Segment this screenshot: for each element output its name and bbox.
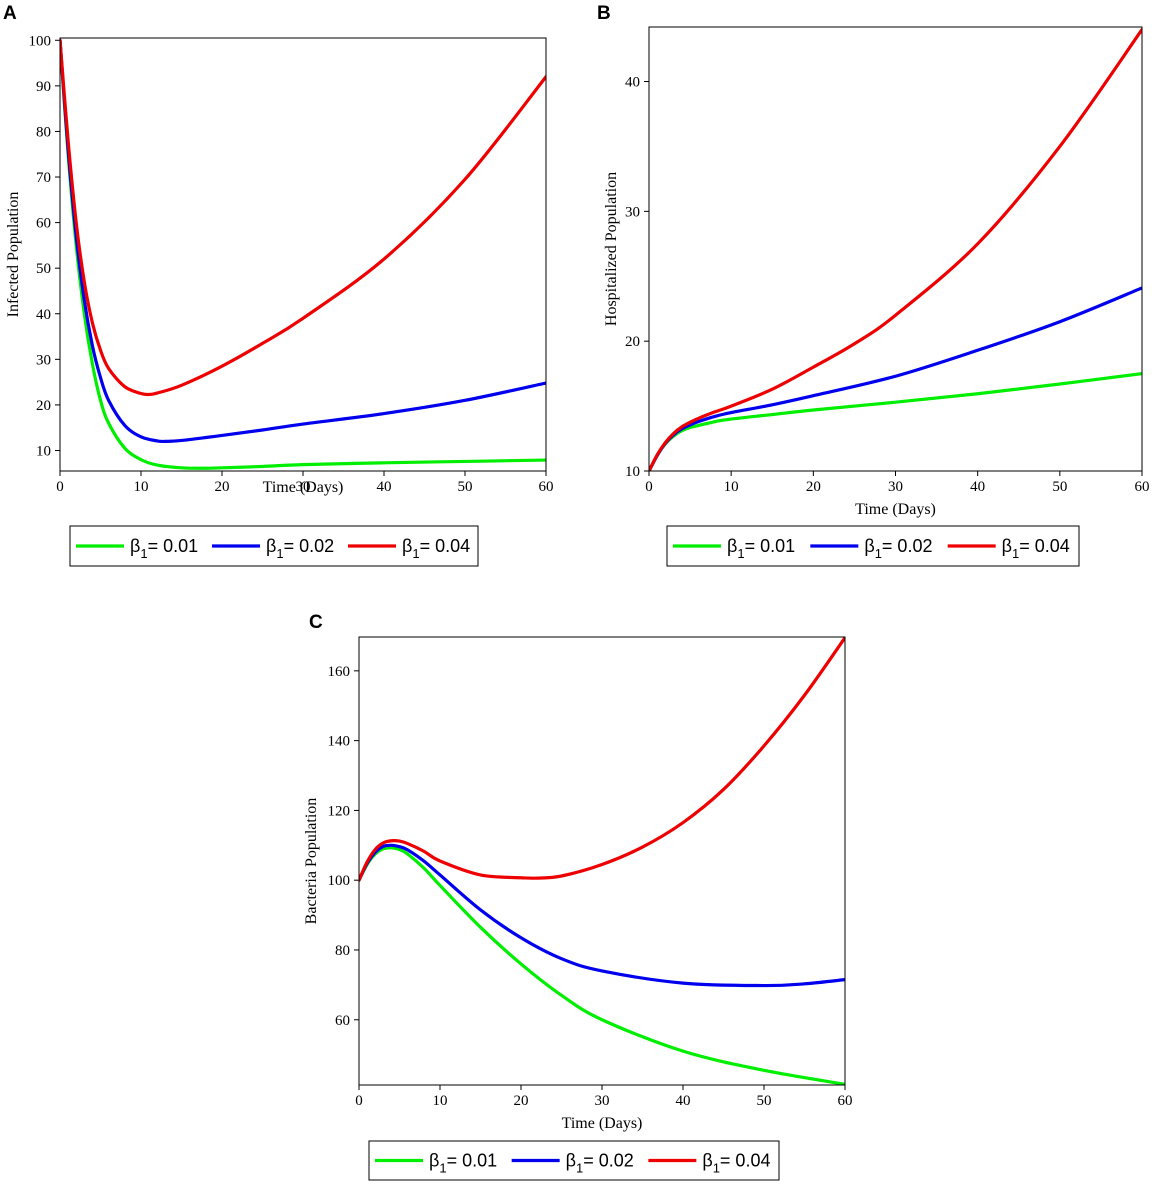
series-line-2 (60, 38, 546, 444)
y-tick-label: 30 (36, 352, 51, 368)
panel-a: A 0 10 20 30 40 50 60 10 20 30 40 50 60 70 80 90 100 Time … (3, 3, 554, 567)
panel-b: B 0 10 20 30 40 50 60 10 20 30 40 Time (Days) Hospita… (597, 3, 1150, 567)
x-axis-title: Time (Days) (263, 479, 344, 496)
x-axis-title: Time (Days) (855, 501, 936, 518)
x-axis-title: Time (Days) (562, 1115, 643, 1132)
y-tick-label: 70 (36, 170, 51, 186)
series-line-3 (359, 637, 845, 882)
x-tick-label: 50 (757, 1093, 772, 1109)
legend-label-2: β1= 0.02 (266, 536, 334, 561)
series-line-1 (649, 372, 1142, 471)
y-tick-label: 40 (625, 75, 640, 91)
y-tick-label: 100 (29, 33, 52, 49)
plot-frame (59, 37, 547, 472)
panel-letter: A (3, 3, 17, 24)
legend-label-3: β1= 0.04 (1002, 536, 1070, 561)
x-tick-label: 30 (888, 479, 903, 495)
panel-letter: B (597, 3, 611, 24)
series-line-2 (359, 843, 845, 988)
panel-letter: C (309, 612, 323, 633)
legend-label-2: β1= 0.02 (864, 536, 932, 561)
y-tick-label: 50 (36, 261, 51, 277)
series-line-1 (60, 38, 546, 470)
x-tick-label: 20 (514, 1093, 529, 1109)
x-tick-label: 40 (377, 479, 392, 495)
y-tick-label: 30 (625, 204, 640, 220)
y-axis-title: Infected Population (5, 192, 22, 318)
x-tick-label: 20 (215, 479, 230, 495)
y-tick-label: 80 (36, 124, 51, 140)
x-tick-label: 50 (1052, 479, 1067, 495)
plot-frame (358, 636, 846, 1086)
x-tick-label: 10 (724, 479, 739, 495)
series-line-3 (649, 28, 1142, 471)
legend-box (368, 1140, 780, 1181)
x-tick-label: 0 (56, 479, 64, 495)
x-tick-label: 10 (433, 1093, 448, 1109)
x-tick-label: 40 (676, 1093, 691, 1109)
legend-label-3: β1= 0.04 (702, 1151, 770, 1176)
x-tick-label: 10 (134, 479, 149, 495)
y-tick-label: 40 (36, 307, 51, 323)
x-tick-label: 40 (970, 479, 985, 495)
y-axis-title: Bacteria Population (303, 798, 320, 925)
y-axis-title: Hospitalized Population (603, 172, 620, 326)
x-tick-label: 0 (645, 479, 653, 495)
legend-label-1: β1= 0.01 (429, 1151, 497, 1176)
legend-label-2: β1= 0.02 (566, 1151, 634, 1176)
legend-box (69, 525, 479, 567)
y-tick-label: 160 (328, 664, 351, 680)
x-tick-label: 50 (458, 479, 473, 495)
y-tick-label: 20 (625, 334, 640, 350)
y-tick-label: 10 (625, 464, 640, 480)
legend-label-1: β1= 0.01 (727, 536, 795, 561)
x-tick-label: 60 (1135, 479, 1150, 495)
panel-c: C 0 10 20 30 40 50 60 60 80 100 120 140 160 Time (Days… (303, 612, 853, 1181)
legend-label-3: β1= 0.04 (402, 536, 470, 561)
y-tick-label: 60 (335, 1013, 350, 1029)
series-line-1 (359, 846, 845, 1085)
y-tick-label: 90 (36, 79, 51, 95)
x-tick-label: 20 (806, 479, 821, 495)
y-tick-label: 60 (36, 216, 51, 232)
y-tick-label: 100 (328, 873, 351, 889)
legend-box (666, 525, 1080, 567)
y-tick-label: 80 (335, 943, 350, 959)
x-tick-label: 60 (838, 1093, 853, 1109)
y-tick-label: 20 (36, 398, 51, 414)
y-tick-label: 140 (328, 734, 351, 750)
series-line-3 (60, 38, 546, 397)
legend-label-1: β1= 0.01 (130, 536, 198, 561)
plot-frame (648, 26, 1143, 472)
y-tick-label: 120 (328, 803, 351, 819)
x-tick-label: 60 (539, 479, 554, 495)
x-tick-label: 30 (595, 1093, 610, 1109)
y-tick-label: 10 (36, 443, 51, 459)
x-tick-label: 30 (296, 479, 311, 495)
x-tick-label: 0 (355, 1093, 363, 1109)
